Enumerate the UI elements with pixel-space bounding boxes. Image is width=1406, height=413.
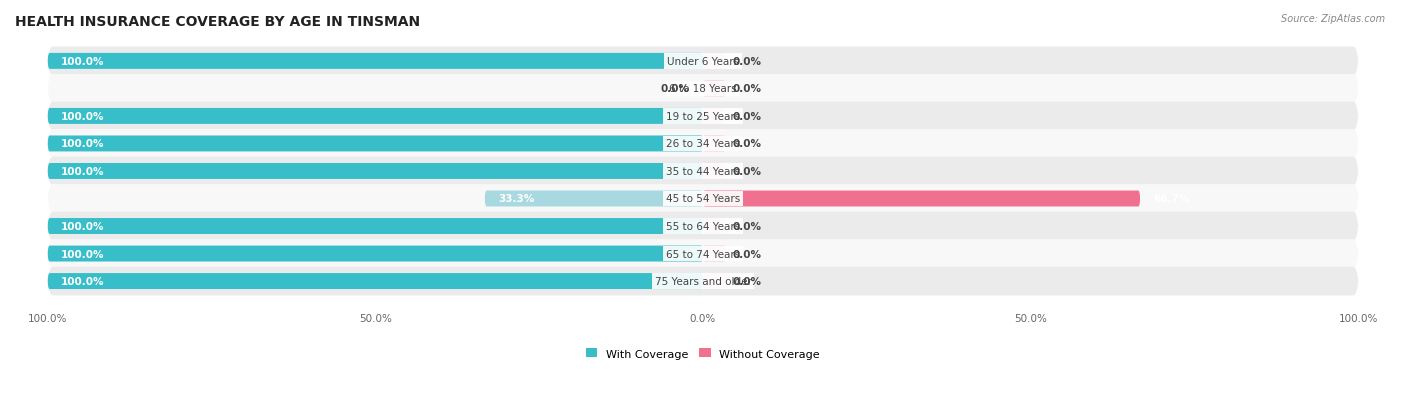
Text: 0.0%: 0.0%: [733, 166, 762, 176]
Text: 100.0%: 100.0%: [60, 112, 104, 122]
FancyBboxPatch shape: [48, 218, 703, 235]
Text: 65 to 74 Years: 65 to 74 Years: [666, 249, 740, 259]
Text: 0.0%: 0.0%: [733, 57, 762, 67]
Text: 0.0%: 0.0%: [733, 276, 762, 286]
Text: Source: ZipAtlas.com: Source: ZipAtlas.com: [1281, 14, 1385, 24]
Text: 0.0%: 0.0%: [733, 112, 762, 122]
Text: 66.7%: 66.7%: [1153, 194, 1189, 204]
FancyBboxPatch shape: [48, 54, 703, 70]
Text: 100.0%: 100.0%: [60, 139, 104, 149]
FancyBboxPatch shape: [703, 136, 725, 152]
FancyBboxPatch shape: [703, 218, 725, 235]
Text: 55 to 64 Years: 55 to 64 Years: [666, 221, 740, 231]
Text: 35 to 44 Years: 35 to 44 Years: [666, 166, 740, 176]
FancyBboxPatch shape: [48, 267, 1358, 296]
FancyBboxPatch shape: [703, 191, 1140, 207]
FancyBboxPatch shape: [48, 212, 1358, 241]
FancyBboxPatch shape: [48, 47, 1358, 76]
FancyBboxPatch shape: [48, 273, 703, 290]
FancyBboxPatch shape: [48, 164, 703, 180]
Text: 26 to 34 Years: 26 to 34 Years: [666, 139, 740, 149]
Text: 100.0%: 100.0%: [60, 221, 104, 231]
FancyBboxPatch shape: [48, 75, 1358, 104]
Text: 100.0%: 100.0%: [60, 249, 104, 259]
FancyBboxPatch shape: [48, 109, 703, 125]
FancyBboxPatch shape: [703, 81, 725, 97]
Text: 45 to 54 Years: 45 to 54 Years: [666, 194, 740, 204]
Text: 33.3%: 33.3%: [498, 194, 534, 204]
FancyBboxPatch shape: [703, 109, 725, 125]
Text: 0.0%: 0.0%: [733, 249, 762, 259]
FancyBboxPatch shape: [48, 185, 1358, 214]
FancyBboxPatch shape: [485, 191, 703, 207]
FancyBboxPatch shape: [48, 130, 1358, 159]
Text: 100.0%: 100.0%: [60, 57, 104, 67]
FancyBboxPatch shape: [48, 102, 1358, 131]
FancyBboxPatch shape: [703, 54, 725, 70]
FancyBboxPatch shape: [703, 246, 725, 262]
Text: 75 Years and older: 75 Years and older: [655, 276, 751, 286]
FancyBboxPatch shape: [703, 273, 725, 290]
Text: 100.0%: 100.0%: [60, 166, 104, 176]
FancyBboxPatch shape: [48, 136, 703, 152]
Text: 0.0%: 0.0%: [733, 221, 762, 231]
FancyBboxPatch shape: [48, 240, 1358, 268]
Text: 100.0%: 100.0%: [60, 276, 104, 286]
FancyBboxPatch shape: [48, 157, 1358, 186]
Text: 0.0%: 0.0%: [733, 139, 762, 149]
Text: 0.0%: 0.0%: [733, 84, 762, 94]
Text: 6 to 18 Years: 6 to 18 Years: [669, 84, 737, 94]
Text: 19 to 25 Years: 19 to 25 Years: [666, 112, 740, 122]
Text: Under 6 Years: Under 6 Years: [666, 57, 740, 67]
Text: HEALTH INSURANCE COVERAGE BY AGE IN TINSMAN: HEALTH INSURANCE COVERAGE BY AGE IN TINS…: [15, 15, 420, 29]
FancyBboxPatch shape: [48, 246, 703, 262]
FancyBboxPatch shape: [703, 164, 725, 180]
Text: 0.0%: 0.0%: [661, 84, 690, 94]
Legend: With Coverage, Without Coverage: With Coverage, Without Coverage: [582, 344, 824, 363]
